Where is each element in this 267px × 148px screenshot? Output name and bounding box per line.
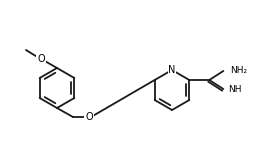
Text: O: O xyxy=(37,54,45,64)
Text: N: N xyxy=(168,65,176,75)
Text: NH₂: NH₂ xyxy=(230,66,248,74)
Text: NH: NH xyxy=(228,85,242,94)
Text: O: O xyxy=(85,112,93,122)
